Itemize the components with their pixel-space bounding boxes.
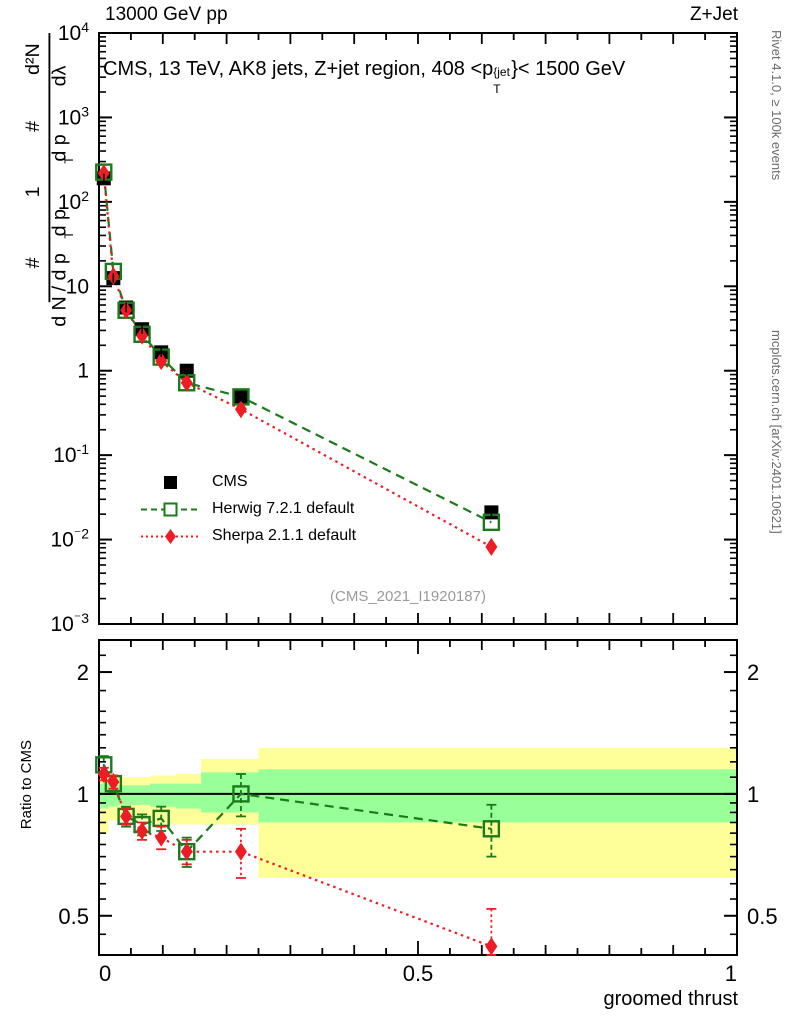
header-process: Z+Jet [689,4,738,25]
ratio-y-tick-label: 0.5 [58,904,89,929]
ylabel-dlambda: dλ [48,65,70,86]
main-y-axis-label: dλ d p T d p T / d p d N d²N # 1 # [22,32,76,327]
main-datapoint-sherpa [234,400,247,419]
analysis-id-watermark: (CMS_2021_I1920187) [330,588,486,605]
ratio-datapoint-herwig [482,820,501,838]
legend-label-herwig: Herwig 7.2.1 default [212,499,355,517]
ratio-datapoint-sherpa [97,764,110,783]
legend-key-cms [140,472,202,492]
plot-title-subscript: T [493,81,501,96]
main-datapoint-sherpa [485,537,498,556]
ratio-band-inner-5 [175,783,202,809]
main-y-tick-label: 102 [58,188,89,214]
ratio-series-line-herwig [102,764,492,854]
main-y-tick-label: 10⁻2 [50,526,89,552]
x-axis-tick-label: 1 [725,961,737,986]
ratio-datapoint-sherpa [485,937,498,956]
plot-title-superscript: {jet [493,64,510,79]
main-y-tick-label: 10⁻3 [50,610,89,636]
ratio-datapoint-sherpa [155,828,168,847]
ratio-band-inner-4 [150,783,176,807]
main-datapoint-sherpa [180,373,193,392]
ratio-band-inner-3 [134,785,151,805]
ratio-y-tick-label-right: 0.5 [747,904,778,929]
plot-title-main: CMS, 13 TeV, AK8 jets, Z+jet region, 408… [103,58,494,80]
ratio-datapoint-sherpa [234,842,247,861]
legend-key-herwig [140,499,202,519]
ratio-band-inner-7 [258,769,737,823]
header-beam: 13000 GeV pp [105,4,228,25]
ratio-band-inner-1 [108,783,119,807]
legend-item-herwig[interactable]: Herwig 7.2.1 default [140,495,356,522]
main-panel-frame [98,32,738,625]
ylabel-sub-t-2: T [62,231,76,239]
ylabel-dpt-2: d p [48,209,70,236]
ratio-y-tick-label: 1 [77,782,89,807]
main-datapoint-sherpa [97,164,110,183]
ratio-y-tick-label: 2 [77,660,89,685]
ylabel-dpt-1: d p [48,134,70,161]
legend-label-cms: CMS [212,472,248,490]
ratio-band-inner-2 [118,785,135,805]
main-y-tick-label: 103 [58,103,89,129]
plot-title-rest: }< 1500 GeV [511,58,626,80]
main-datapoint-sherpa [136,326,149,345]
ratio-datapoint-sherpa [107,773,120,792]
main-y-tick-label: 10-1 [53,441,89,467]
plot-title: CMS, 13 TeV, AK8 jets, Z+jet region, 408… [103,58,626,96]
legend-key-sherpa [140,526,202,546]
ylabel-d2n: d²N [22,43,44,75]
ratio-y-tick-label-right: 2 [747,660,759,685]
main-datapoint-sherpa [155,352,168,371]
ylabel-slash-dn: / d p [48,253,70,291]
legend-item-cms[interactable]: CMS [140,468,356,495]
ratio-datapoint-sherpa [180,842,193,861]
mcplots-source-label: mcplots.cern.ch [arXiv:2401.10621] [769,330,784,534]
ratio-datapoint-sherpa [136,821,149,840]
ratio-y-tick-label-right: 1 [747,782,759,807]
x-axis-label: groomed thrust [603,988,738,1010]
ylabel-dn: d N [48,296,70,327]
legend-label-sherpa: Sherpa 2.1.1 default [212,526,357,544]
rivet-version-label: Rivet 4.1.0, ≥ 100k events [769,30,784,181]
main-y-tick-label: 10 [66,275,89,298]
legend-item-sherpa[interactable]: Sherpa 2.1.1 default [140,522,356,549]
ratio-datapoint-sherpa [120,807,133,826]
ylabel-one: 1 [22,186,44,197]
main-y-tick-label: 104 [58,19,89,45]
ylabel-hash-2: # [22,257,44,268]
ylabel-hash-1: # [22,121,44,132]
x-axis-tick-label: 0 [99,961,111,986]
legend: CMS Herwig 7.2.1 default Sherpa 2.1.1 de… [140,468,356,549]
ratio-band-inner-0 [99,783,109,809]
ylabel-sub-t-1: T [62,156,76,164]
main-y-tick-label: 1 [77,360,89,383]
ratio-datapoint-herwig [232,785,250,803]
x-axis-tick-label: 0.5 [403,961,434,986]
